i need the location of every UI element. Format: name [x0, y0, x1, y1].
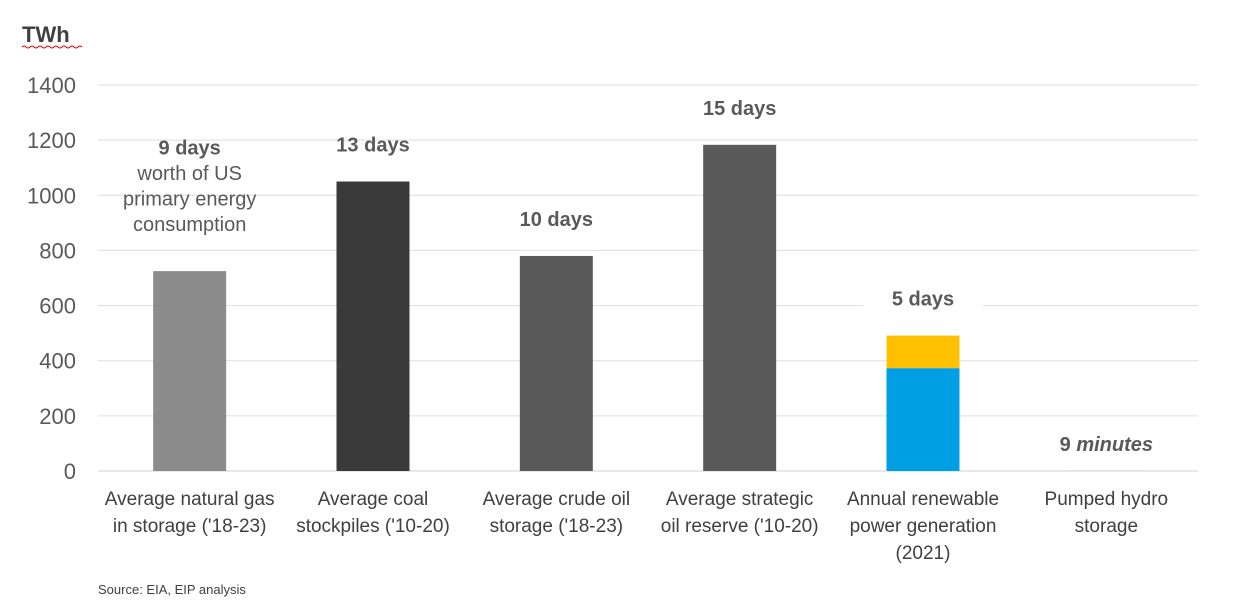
y-tick-label: 1200	[27, 128, 76, 153]
bar-annotations: 9 days worth of US primary energy consumpti…	[123, 98, 1153, 456]
x-category-label: Average strategic	[666, 489, 814, 510]
bar-segment	[703, 144, 777, 471]
bar-annotation-sub: primary energy	[123, 189, 256, 211]
y-tick-label: 1000	[27, 183, 76, 208]
bar-segment	[519, 255, 593, 471]
x-category-label: Pumped hydro	[1045, 489, 1169, 510]
bar-segment	[886, 335, 960, 369]
annotation-bg	[863, 281, 983, 316]
x-category-label: oil reserve ('10-20)	[661, 516, 819, 537]
y-tick-label: 800	[39, 238, 76, 263]
gridlines	[98, 84, 1198, 472]
bar-annotation-italic: minutes	[1071, 434, 1153, 456]
x-category-label: Average coal	[318, 489, 429, 510]
bar-annotation: 9 minutes	[1060, 434, 1153, 456]
y-tick-label: 0	[64, 459, 76, 484]
bar-annotation-sub: worth of US	[136, 163, 241, 185]
y-axis-ticks: 0 200 400 600 800 1000 1200 1400	[27, 73, 76, 484]
x-axis-categories: Average natural gas in storage ('18-23) Av…	[105, 489, 1168, 564]
x-category-label: stockpiles ('10-20)	[296, 516, 450, 537]
spellcheck-underline	[21, 45, 83, 49]
x-category-label: Average crude oil	[483, 489, 631, 510]
bar-annotation-sub: consumption	[133, 214, 246, 236]
bar-annotation: 10 days	[520, 209, 593, 231]
bar-annotation: 15 days	[703, 98, 776, 120]
bars	[153, 144, 1143, 471]
bar-annotation: 13 days	[336, 135, 409, 157]
x-category-label: storage ('18-23)	[490, 516, 624, 537]
y-axis-label: TWh	[22, 22, 70, 47]
x-category-label: Annual renewable	[847, 489, 999, 510]
bar-annotation: 5 days	[892, 289, 954, 311]
y-tick-label: 200	[39, 404, 76, 429]
x-category-label: (2021)	[896, 543, 951, 564]
bar-segment	[336, 181, 410, 471]
x-category-label: in storage ('18-23)	[113, 516, 267, 537]
x-category-label: Average natural gas	[105, 489, 275, 510]
x-category-label: power generation	[850, 516, 997, 537]
bar-segment	[153, 271, 227, 471]
y-tick-label: 400	[39, 349, 76, 374]
y-tick-label: 1400	[27, 73, 76, 98]
y-tick-label: 600	[39, 294, 76, 319]
bar-annotation: 9 days	[159, 138, 221, 160]
x-category-label: storage	[1075, 516, 1138, 537]
bar-segment	[886, 368, 960, 471]
source-note: Source: EIA, EIP analysis	[98, 582, 246, 597]
